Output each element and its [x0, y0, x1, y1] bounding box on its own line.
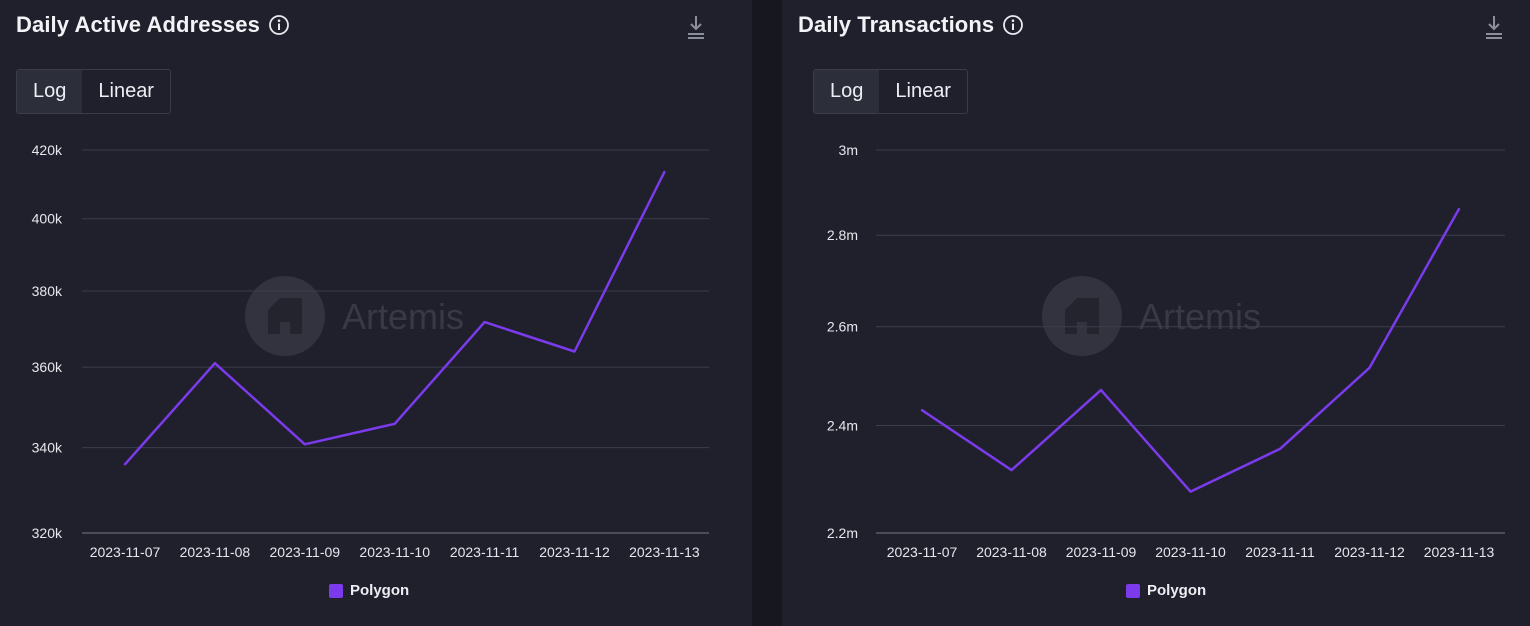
- log-option[interactable]: Log: [17, 70, 83, 113]
- x-tick-label: 2023-11-13: [629, 544, 700, 560]
- x-tick-label: 2023-11-11: [450, 544, 520, 560]
- y-tick-label: 360k: [32, 359, 63, 375]
- x-tick-label: 2023-11-11: [1245, 544, 1315, 560]
- data-point: [1189, 490, 1192, 493]
- x-tick-label: 2023-11-09: [270, 544, 341, 560]
- data-point: [663, 170, 666, 174]
- line-chart: Artemis 320k 340k 360k 380k 400k 420k 2023-11-0…: [32, 142, 709, 560]
- linear-option[interactable]: Linear: [98, 80, 154, 102]
- chart-title: Daily Active Addresses: [16, 12, 260, 37]
- scale-toggle: Log Linear: [16, 69, 171, 114]
- daily-active-addresses-panel: Daily Active Addresses Log Linear Artemi…: [0, 0, 752, 626]
- title-row: Daily Transactions: [798, 12, 1024, 38]
- linear-option[interactable]: Linear: [895, 80, 951, 102]
- x-tick-label: 2023-11-12: [1334, 544, 1405, 560]
- data-point: [1010, 468, 1013, 472]
- line-chart: Artemis 2.2m 2.4m 2.6m 2.8m 3m 2023-11-07 2023-…: [827, 142, 1505, 560]
- daily-transactions-panel: Daily Transactions Log Linear Artemis 2.2…: [782, 0, 1530, 626]
- data-point: [1368, 366, 1371, 369]
- y-tick-label: 2.6m: [827, 319, 858, 335]
- download-icon[interactable]: [1484, 14, 1504, 40]
- info-icon[interactable]: [1002, 14, 1024, 36]
- y-tick-label: 2.2m: [827, 525, 858, 541]
- series-line-polygon: [921, 208, 1461, 493]
- data-point: [573, 350, 576, 353]
- chart-title: Daily Transactions: [798, 12, 995, 37]
- data-point: [1278, 447, 1282, 451]
- panel-divider: [752, 0, 782, 626]
- legend-swatch: [329, 583, 343, 598]
- x-tick-label: 2023-11-10: [359, 544, 430, 560]
- legend-label: Polygon: [1147, 582, 1207, 599]
- watermark-text: Artemis: [342, 296, 464, 337]
- x-tick-label: 2023-11-07: [90, 544, 161, 560]
- y-tick-label: 3m: [839, 142, 858, 158]
- chart-legend[interactable]: Polygon: [1126, 582, 1206, 599]
- watermark-glyph-icon: [1065, 298, 1099, 334]
- artemis-watermark: Artemis: [245, 276, 464, 356]
- data-point: [123, 463, 127, 466]
- data-point: [213, 362, 217, 365]
- scale-toggle: Log Linear: [813, 69, 968, 114]
- y-tick-label: 380k: [32, 283, 63, 299]
- data-point: [483, 320, 486, 324]
- legend-swatch: [1126, 583, 1140, 598]
- download-icon[interactable]: [686, 14, 706, 40]
- x-tick-label: 2023-11-13: [1424, 544, 1495, 560]
- data-point: [393, 422, 396, 425]
- x-tick-label: 2023-11-12: [539, 544, 610, 560]
- data-point: [1457, 207, 1461, 211]
- title-row: Daily Active Addresses: [16, 12, 290, 38]
- x-tick-label: 2023-11-08: [976, 544, 1047, 560]
- x-tick-label: 2023-11-09: [1066, 544, 1137, 560]
- data-point: [303, 443, 306, 446]
- info-icon[interactable]: [268, 14, 290, 36]
- y-tick-label: 340k: [32, 440, 63, 456]
- log-option[interactable]: Log: [814, 70, 880, 113]
- artemis-watermark: Artemis: [1042, 276, 1261, 356]
- watermark-text: Artemis: [1139, 296, 1261, 337]
- legend-label: Polygon: [350, 582, 410, 599]
- y-tick-label: 2.4m: [827, 418, 858, 434]
- data-point: [920, 409, 924, 412]
- y-tick-label: 2.8m: [827, 227, 858, 243]
- x-tick-label: 2023-11-07: [887, 544, 958, 560]
- x-tick-label: 2023-11-10: [1155, 544, 1226, 560]
- watermark-glyph-icon: [268, 298, 302, 334]
- y-tick-label: 420k: [32, 142, 63, 158]
- chart-legend[interactable]: Polygon: [329, 582, 409, 599]
- data-point: [1099, 388, 1103, 392]
- x-tick-label: 2023-11-08: [180, 544, 251, 560]
- y-tick-label: 400k: [32, 211, 63, 227]
- y-tick-label: 320k: [32, 525, 63, 541]
